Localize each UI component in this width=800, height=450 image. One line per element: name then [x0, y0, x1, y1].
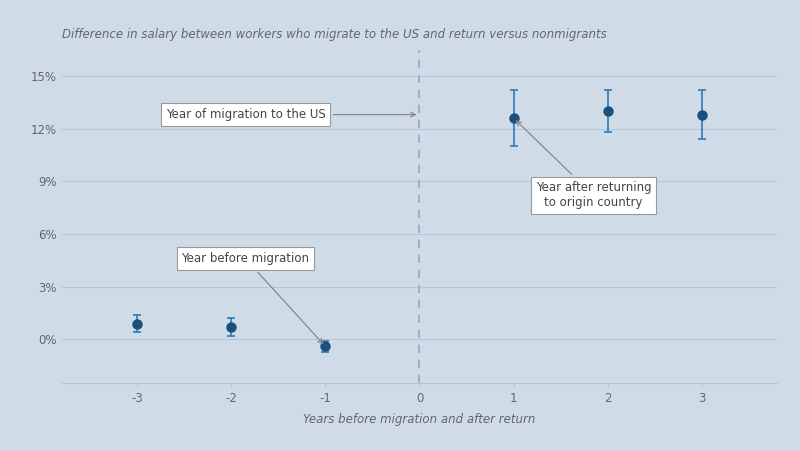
- Text: Year of migration to the US: Year of migration to the US: [166, 108, 415, 121]
- X-axis label: Years before migration and after return: Years before migration and after return: [303, 413, 536, 426]
- Text: Year before migration: Year before migration: [182, 252, 322, 343]
- Text: Difference in salary between workers who migrate to the US and return versus non: Difference in salary between workers who…: [62, 28, 606, 41]
- Text: Year after returning
to origin country: Year after returning to origin country: [517, 121, 651, 209]
